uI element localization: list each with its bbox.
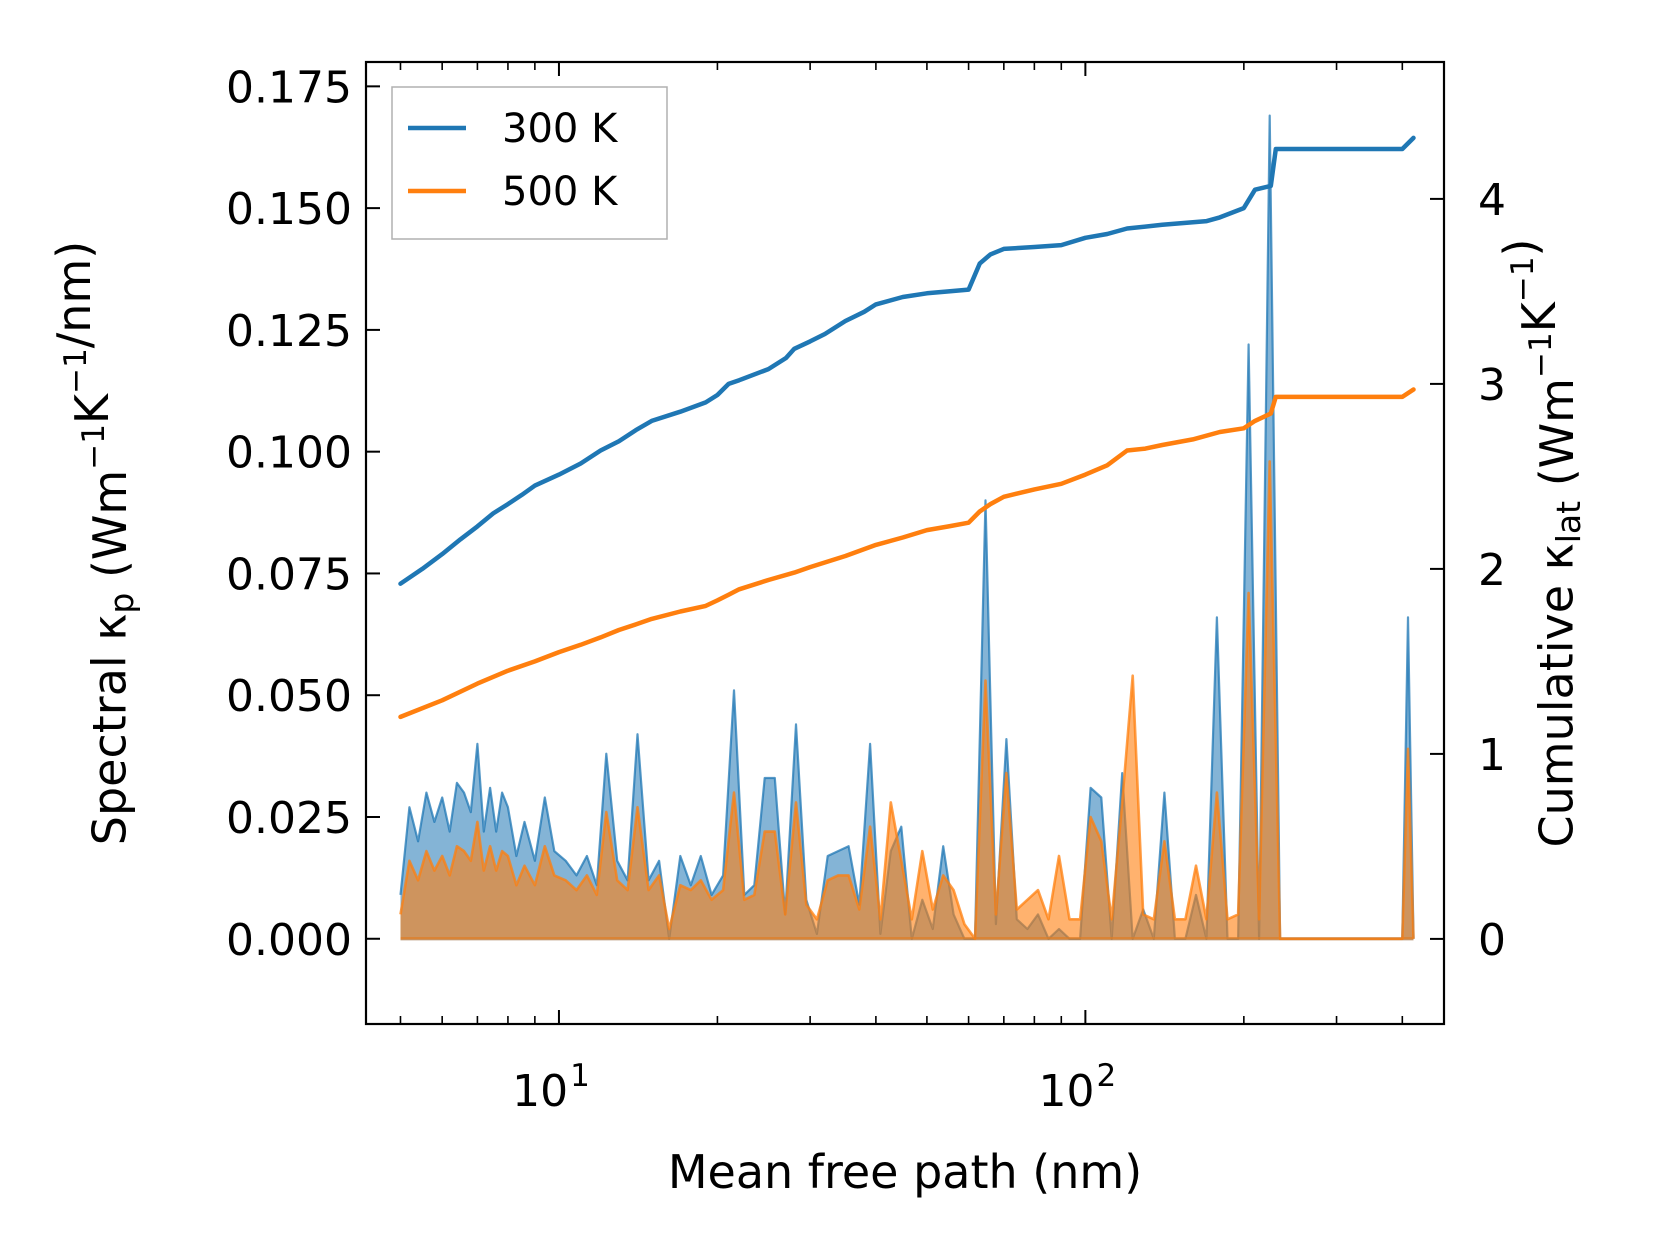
legend-label-500K: 500 K: [502, 169, 619, 215]
y-left-tick-label: 0.050: [226, 671, 352, 722]
y-left-tick-label: 0.100: [226, 428, 352, 479]
x-axis-label: Mean free path (nm): [668, 1145, 1142, 1199]
legend-label-300K: 300 K: [502, 106, 619, 152]
y-left-tick-label: 0.000: [226, 915, 352, 966]
y-right-tick-label: 4: [1478, 175, 1506, 226]
cumulative-layer: [398, 135, 1416, 720]
y-right-tick-label: 0: [1478, 915, 1506, 966]
y-right-tick-label: 2: [1478, 545, 1506, 596]
x-ticks: 101 102: [399, 62, 1404, 1117]
cumulative-line-500K: [398, 387, 1416, 720]
y-left-tick-label: 0.175: [226, 62, 352, 113]
y-right-tick-label: 3: [1478, 360, 1506, 411]
plot-area: [398, 114, 1416, 941]
legend: 300 K 500 K: [391, 86, 668, 240]
y-left-tick-label: 0.150: [226, 184, 352, 235]
y-left-tick-label: 0.125: [226, 306, 352, 357]
spectral-area-500K: [400, 461, 1414, 939]
cumulative-line-300K: [398, 135, 1416, 586]
y-right-ticks: 0 1 2 3 4: [1430, 175, 1506, 966]
y-right-tick-label: 1: [1478, 730, 1506, 781]
x-tick-label: 102: [1039, 1058, 1117, 1117]
spectral-layer: [399, 114, 1415, 941]
legend-box: [391, 86, 668, 240]
y-left-tick-label: 0.025: [226, 793, 352, 844]
spectral-line-500K: [399, 460, 1415, 941]
y-left-tick-label: 0.075: [226, 549, 352, 600]
y-left-ticks: 0.000 0.025 0.050 0.075 0.100 0.125 0.150 0.175: [226, 62, 380, 966]
plot-frame: [364, 60, 1446, 1026]
